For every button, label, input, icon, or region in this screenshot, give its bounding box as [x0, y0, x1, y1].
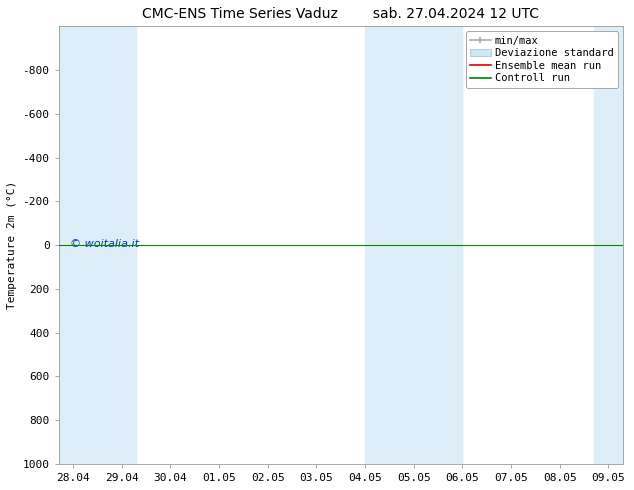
Bar	[58, 26, 136, 464]
Text: © woitalia.it: © woitalia.it	[70, 239, 139, 248]
Bar	[593, 26, 634, 464]
Y-axis label: Temperature 2m (°C): Temperature 2m (°C)	[7, 181, 17, 309]
Bar	[365, 26, 462, 464]
Title: CMC-ENS Time Series Vaduz        sab. 27.04.2024 12 UTC: CMC-ENS Time Series Vaduz sab. 27.04.202…	[142, 7, 539, 21]
Legend: min/max, Deviazione standard, Ensemble mean run, Controll run: min/max, Deviazione standard, Ensemble m…	[465, 31, 618, 88]
